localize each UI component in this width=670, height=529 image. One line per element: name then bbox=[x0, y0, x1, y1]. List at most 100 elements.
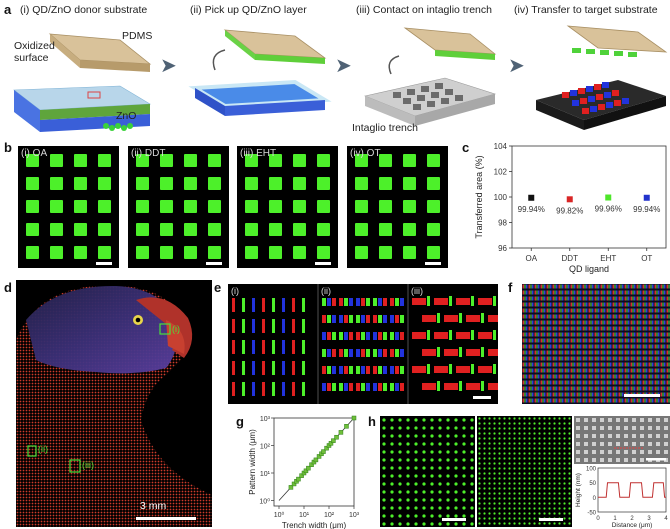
qd-stripe bbox=[262, 382, 265, 396]
panel-g-label: g bbox=[236, 414, 244, 429]
y-tick-label: -50 bbox=[587, 511, 596, 517]
qd-pattern-square bbox=[245, 154, 258, 167]
qd-green-bar bbox=[437, 347, 440, 357]
qd-subpixel bbox=[356, 298, 360, 306]
qd-subpixel bbox=[349, 298, 353, 306]
qd-subpixel bbox=[327, 349, 331, 357]
qd-subpixel bbox=[361, 332, 365, 340]
qd-pattern-square bbox=[184, 200, 197, 213]
qd-pattern-square bbox=[136, 200, 149, 213]
qd-subpixel bbox=[356, 366, 360, 374]
qd-stripe bbox=[232, 319, 235, 333]
qd-subpixel bbox=[383, 332, 387, 340]
afm-image bbox=[574, 416, 670, 464]
qd-red-bar bbox=[434, 332, 448, 339]
qd-pattern-square bbox=[160, 200, 173, 213]
qd-subpixel bbox=[395, 366, 399, 374]
qd-pattern-square bbox=[98, 177, 111, 190]
qd-pattern-square bbox=[269, 223, 282, 236]
qd-pattern-square bbox=[98, 246, 111, 259]
data-point bbox=[288, 485, 294, 490]
qd-green-bar bbox=[437, 313, 440, 323]
x-tick-label: DDT bbox=[562, 254, 579, 263]
parrot-image bbox=[16, 280, 212, 527]
panel-f-label: f bbox=[508, 280, 513, 295]
qd-pattern-square bbox=[403, 154, 416, 167]
qd-subpixel bbox=[395, 315, 399, 323]
qd-pattern-square bbox=[74, 200, 87, 213]
qd-stripe bbox=[262, 319, 265, 333]
qd-subpixel bbox=[390, 349, 394, 357]
qd-pattern-square bbox=[245, 223, 258, 236]
qd-stripe bbox=[282, 319, 285, 333]
green-dot-array-2 bbox=[477, 416, 572, 527]
data-point bbox=[291, 481, 297, 487]
data-point bbox=[321, 449, 326, 454]
x-tick-label: 10⁰ bbox=[274, 511, 285, 519]
data-label: 99.94% bbox=[518, 205, 545, 214]
qd-pattern-square bbox=[208, 246, 221, 259]
micrograph-label: (iv) OT bbox=[350, 148, 381, 159]
qd-subpixel bbox=[327, 366, 331, 374]
data-point bbox=[296, 476, 301, 482]
qd-red-bar bbox=[434, 366, 448, 373]
qd-pattern-square bbox=[50, 177, 63, 190]
qd-subpixel bbox=[339, 383, 343, 391]
qd-green-bar bbox=[493, 296, 496, 306]
panel-e-label: e bbox=[214, 280, 222, 295]
qd-subpixel bbox=[349, 332, 353, 340]
arrow-icon: ➤ bbox=[508, 55, 525, 77]
qd-pattern-square bbox=[379, 200, 392, 213]
qd-pattern-square bbox=[379, 223, 392, 236]
qd-subpixel bbox=[366, 349, 370, 357]
qd-green-bar bbox=[493, 364, 496, 374]
qd-pattern-square bbox=[269, 177, 282, 190]
qd-green-bar bbox=[449, 330, 452, 340]
qd-subpixel bbox=[322, 383, 326, 391]
micrograph: (i) OA bbox=[18, 146, 119, 268]
y-axis-label: Height (nm) bbox=[575, 473, 582, 507]
qd-pattern-square bbox=[184, 246, 197, 259]
qd-stripe bbox=[252, 340, 255, 354]
qd-stripe bbox=[252, 361, 255, 375]
qd-green-bar bbox=[427, 364, 430, 374]
plot-frame bbox=[511, 145, 667, 249]
qd-green-bar bbox=[449, 296, 452, 306]
micrograph: (ii) DDT bbox=[128, 146, 229, 268]
qd-subpixel bbox=[344, 298, 348, 306]
qd-pattern-square bbox=[74, 154, 87, 167]
arrow-icon: ➤ bbox=[160, 55, 177, 77]
qd-subpixel bbox=[339, 298, 343, 306]
pickup-illustration bbox=[188, 29, 332, 116]
x-axis-label: Trench width (μm) bbox=[282, 521, 347, 529]
qd-subpixel bbox=[344, 349, 348, 357]
scale-bar bbox=[206, 262, 222, 265]
qd-stripe bbox=[262, 361, 265, 375]
qd-subpixel bbox=[327, 332, 331, 340]
qd-stripe bbox=[252, 319, 255, 333]
x-tick-label: EHT bbox=[600, 254, 616, 263]
qd-pattern-square bbox=[26, 177, 39, 190]
qd-pattern-square bbox=[317, 246, 330, 259]
qd-subpixel bbox=[349, 366, 353, 374]
qd-subpixel bbox=[332, 315, 336, 323]
qd-stripe bbox=[252, 382, 255, 396]
panel-c-label: c bbox=[462, 140, 470, 155]
qd-subpixel bbox=[332, 298, 336, 306]
panel-h-label: h bbox=[368, 414, 376, 429]
qd-subpixel bbox=[356, 349, 360, 357]
qd-subpixel bbox=[349, 315, 353, 323]
x-tick-label: OT bbox=[641, 254, 652, 263]
qd-subpixel bbox=[356, 332, 360, 340]
qd-stripe bbox=[292, 361, 295, 375]
y-tick-label: 102 bbox=[494, 168, 508, 177]
qd-subpixel bbox=[332, 383, 336, 391]
qd-green-bar bbox=[449, 364, 452, 374]
qd-red-bar bbox=[412, 332, 426, 339]
data-point bbox=[306, 465, 311, 471]
qd-green-bar bbox=[481, 347, 484, 357]
qd-pattern-square bbox=[50, 200, 63, 213]
qd-subpixel bbox=[378, 298, 382, 306]
